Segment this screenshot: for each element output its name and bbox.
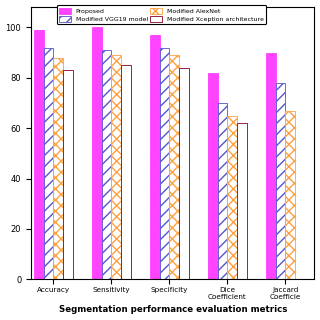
Bar — [92, 28, 102, 279]
Bar — [150, 35, 160, 279]
Bar — [34, 30, 44, 279]
Bar — [218, 103, 228, 279]
Bar — [276, 83, 285, 279]
Bar — [266, 53, 276, 279]
Bar — [237, 123, 247, 279]
Legend: Proposed, Modified VGG19 model, Modified AlexNet, Modified Xception architecture: Proposed, Modified VGG19 model, Modified… — [57, 5, 266, 24]
Bar — [285, 111, 295, 279]
Bar — [169, 55, 179, 279]
Bar — [160, 48, 169, 279]
Bar — [228, 116, 237, 279]
Bar — [102, 50, 111, 279]
Bar — [44, 48, 53, 279]
Bar — [53, 58, 63, 279]
Bar — [121, 65, 131, 279]
Bar — [111, 55, 121, 279]
Bar — [63, 70, 73, 279]
X-axis label: Segmentation performance evaluation metrics: Segmentation performance evaluation metr… — [59, 306, 287, 315]
Bar — [208, 73, 218, 279]
Bar — [179, 68, 189, 279]
